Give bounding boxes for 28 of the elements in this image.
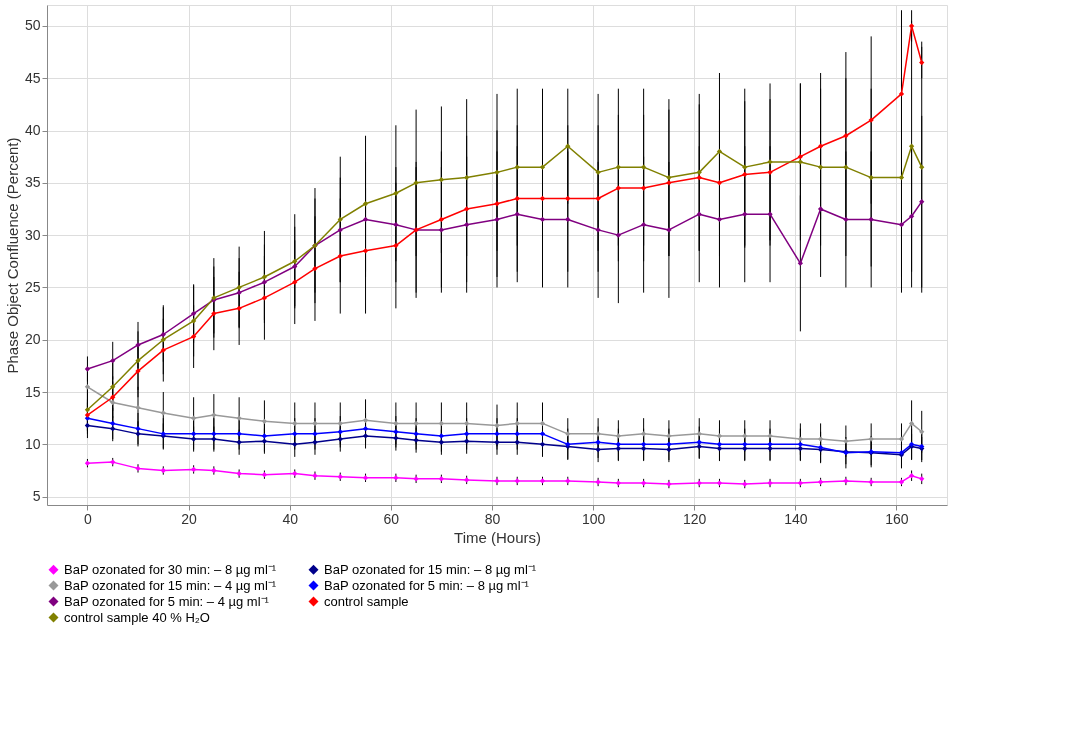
x-axis-title: Time (Hours) — [454, 528, 541, 546]
x-tick-label: 60 — [383, 510, 400, 527]
x-tick-label: 140 — [784, 510, 808, 527]
legend-label: BaP ozonated for 5 min: – 4 µg ml⁻¹ — [64, 593, 270, 609]
y-tick-label: 30 — [24, 226, 41, 243]
x-tick-label: 40 — [282, 510, 299, 527]
y-tick-label: 45 — [24, 69, 41, 86]
y-tick-label: 25 — [24, 278, 41, 295]
legend-label: BaP ozonated for 30 min: – 8 µg ml⁻¹ — [64, 561, 277, 577]
legend-label: BaP ozonated for 5 min: – 8 µg ml⁻¹ — [324, 577, 530, 593]
y-tick-label: 15 — [24, 383, 41, 400]
y-axis-title: Phase Object Confluence (Percent) — [3, 137, 21, 374]
y-tick-label: 40 — [24, 122, 41, 139]
legend-label: BaP ozonated for 15 min: – 8 µg ml⁻¹ — [324, 561, 537, 577]
y-tick-label: 5 — [32, 488, 41, 505]
y-tick-label: 10 — [24, 435, 41, 452]
x-tick-label: 120 — [683, 510, 707, 527]
y-tick-label: 50 — [24, 17, 41, 34]
x-tick-label: 100 — [581, 510, 606, 527]
y-tick-label: 35 — [24, 174, 41, 191]
x-tick-label: 0 — [84, 510, 93, 527]
legend-label: BaP ozonated for 15 min: – 4 µg ml⁻¹ — [64, 577, 277, 593]
y-tick-label: 20 — [24, 331, 41, 348]
x-tick-label: 20 — [181, 510, 198, 527]
x-tick-label: 160 — [885, 510, 909, 527]
legend-label: control sample 40 % H₂O — [64, 609, 210, 625]
x-tick-label: 80 — [484, 510, 501, 527]
legend-label: control sample — [324, 593, 409, 609]
